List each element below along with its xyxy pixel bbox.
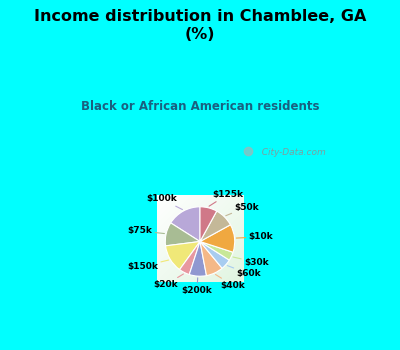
Wedge shape xyxy=(200,241,233,260)
Wedge shape xyxy=(200,207,217,242)
Text: City-Data.com: City-Data.com xyxy=(256,148,326,157)
Text: $20k: $20k xyxy=(153,274,184,289)
Text: $75k: $75k xyxy=(128,226,164,236)
Wedge shape xyxy=(180,241,200,274)
Wedge shape xyxy=(189,241,206,276)
Text: $30k: $30k xyxy=(233,257,269,267)
Text: $50k: $50k xyxy=(226,203,259,216)
Wedge shape xyxy=(166,241,200,270)
Wedge shape xyxy=(200,211,230,241)
Wedge shape xyxy=(200,241,222,275)
Text: Income distribution in Chamblee, GA
(%): Income distribution in Chamblee, GA (%) xyxy=(34,9,366,42)
Text: $150k: $150k xyxy=(127,260,169,271)
Text: $40k: $40k xyxy=(216,274,246,290)
Wedge shape xyxy=(200,241,229,268)
Wedge shape xyxy=(200,225,235,252)
Text: Black or African American residents: Black or African American residents xyxy=(81,100,319,113)
Wedge shape xyxy=(165,223,200,246)
Text: $125k: $125k xyxy=(209,190,243,206)
Text: $60k: $60k xyxy=(227,266,261,278)
Text: $200k: $200k xyxy=(182,278,212,294)
Wedge shape xyxy=(171,207,200,242)
Text: $10k: $10k xyxy=(236,232,273,241)
Text: $100k: $100k xyxy=(146,194,182,210)
